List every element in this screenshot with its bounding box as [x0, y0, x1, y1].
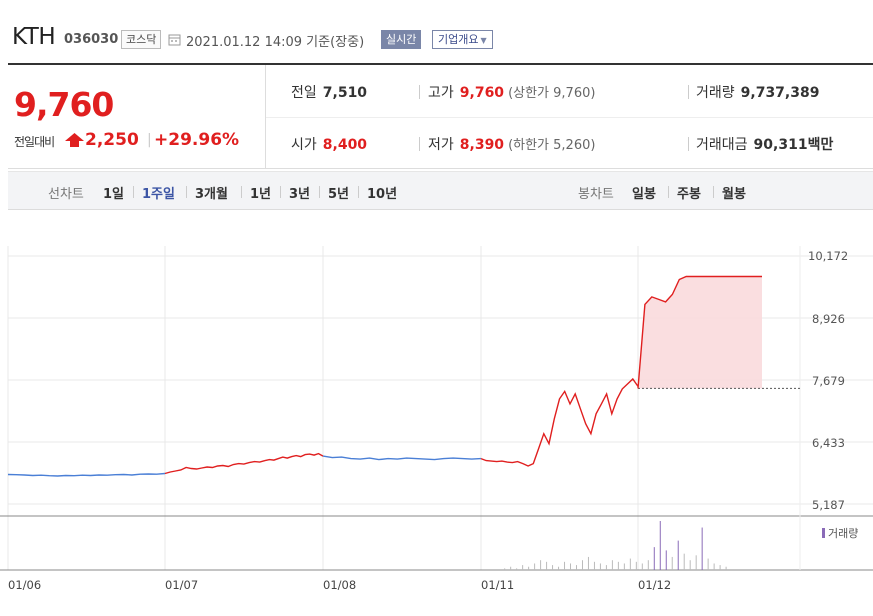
price-chart: 10,172 8,926 7,679 6,433 5,187 01/06 01/…	[0, 212, 873, 612]
divider	[241, 186, 242, 198]
current-price: 9,760	[14, 85, 114, 124]
divider	[668, 186, 669, 198]
divider	[319, 186, 320, 198]
period-3m[interactable]: 3개월	[195, 187, 228, 202]
y-tick-label: 5,187	[812, 498, 845, 512]
low-price: 저가 8,390 (하한가 5,260)	[428, 137, 596, 153]
trading-amount: 거래대금 90,311백만	[696, 137, 834, 153]
period-5y[interactable]: 5년	[328, 187, 350, 202]
x-tick-label: 01/06	[8, 578, 42, 592]
price-line	[164, 459, 266, 475]
y-tick-label: 7,679	[812, 374, 845, 388]
candle-weekly[interactable]: 주봉	[677, 187, 701, 202]
period-10y[interactable]: 10년	[367, 187, 398, 202]
volume-legend: 거래량	[822, 525, 858, 541]
candle-monthly[interactable]: 월봉	[722, 187, 746, 202]
x-tick-label: 01/08	[323, 578, 357, 592]
x-tick-label: 01/11	[481, 578, 515, 592]
candle-daily[interactable]: 일봉	[632, 187, 656, 202]
divider	[186, 186, 187, 198]
price-line	[7, 472, 166, 477]
up-arrow-icon	[65, 133, 84, 147]
change-value: 2,250	[85, 130, 139, 150]
price-line	[322, 455, 482, 461]
volume-swatch	[822, 528, 825, 538]
change-label: 전일대비	[14, 135, 55, 149]
price-line	[264, 452, 324, 462]
stock-name: KTH	[12, 24, 56, 50]
prev-close: 전일 7,510	[291, 85, 368, 101]
change-percent: +29.96%	[154, 130, 240, 150]
price-line	[480, 377, 639, 467]
stock-header: KTH 036030 코스닥 2021.01.12 14:09 기준(장중) 실…	[0, 0, 873, 62]
divider	[688, 85, 689, 99]
period-1y[interactable]: 1년	[250, 187, 272, 202]
company-overview-button[interactable]: 기업개요 ▼	[432, 30, 493, 49]
price-summary: 9,760 전일대비 2,250 | +29.96%	[8, 65, 266, 169]
calendar-icon	[168, 34, 181, 46]
chevron-down-icon: ▼	[480, 36, 487, 45]
divider	[280, 186, 281, 198]
y-tick-label: 6,433	[812, 436, 845, 450]
stock-code: 036030	[64, 32, 119, 47]
company-overview-label: 기업개요	[438, 33, 479, 46]
y-tick-label: 8,926	[812, 312, 845, 326]
chart-period-bar: 선차트 1일 1주일 3개월 1년 3년 5년 10년 봉차트 일봉 주봉 월봉	[8, 171, 873, 210]
row-divider	[266, 117, 873, 118]
divider	[133, 186, 134, 198]
divider	[688, 137, 689, 151]
market-badge: 코스닥	[121, 30, 162, 49]
line-chart-label: 선차트	[48, 187, 84, 202]
change-divider: |	[147, 132, 152, 148]
divider	[419, 137, 420, 151]
open-price: 시가 8,400	[291, 137, 368, 153]
candle-chart-label: 봉차트	[578, 187, 614, 202]
price-chart-svg	[0, 246, 873, 571]
divider	[358, 186, 359, 198]
y-tick-label: 10,172	[808, 249, 849, 263]
period-1d[interactable]: 1일	[103, 187, 125, 202]
high-price: 고가 9,760 (상한가 9,760)	[428, 85, 596, 101]
x-tick-label: 01/07	[165, 578, 199, 592]
quote-panel: 9,760 전일대비 2,250 | +29.96% 전일 7,510 고가 9,7…	[8, 63, 873, 169]
period-1w[interactable]: 1주일	[142, 187, 175, 202]
x-tick-label: 01/12	[638, 578, 672, 592]
period-3y[interactable]: 3년	[289, 187, 311, 202]
divider	[419, 85, 420, 99]
divider	[713, 186, 714, 198]
volume: 거래량 9,737,389	[696, 85, 820, 101]
today-fill-area	[638, 276, 762, 389]
quote-datetime: 2021.01.12 14:09 기준(장중)	[186, 35, 365, 50]
realtime-badge: 실시간	[381, 30, 422, 49]
price-line	[637, 275, 762, 389]
